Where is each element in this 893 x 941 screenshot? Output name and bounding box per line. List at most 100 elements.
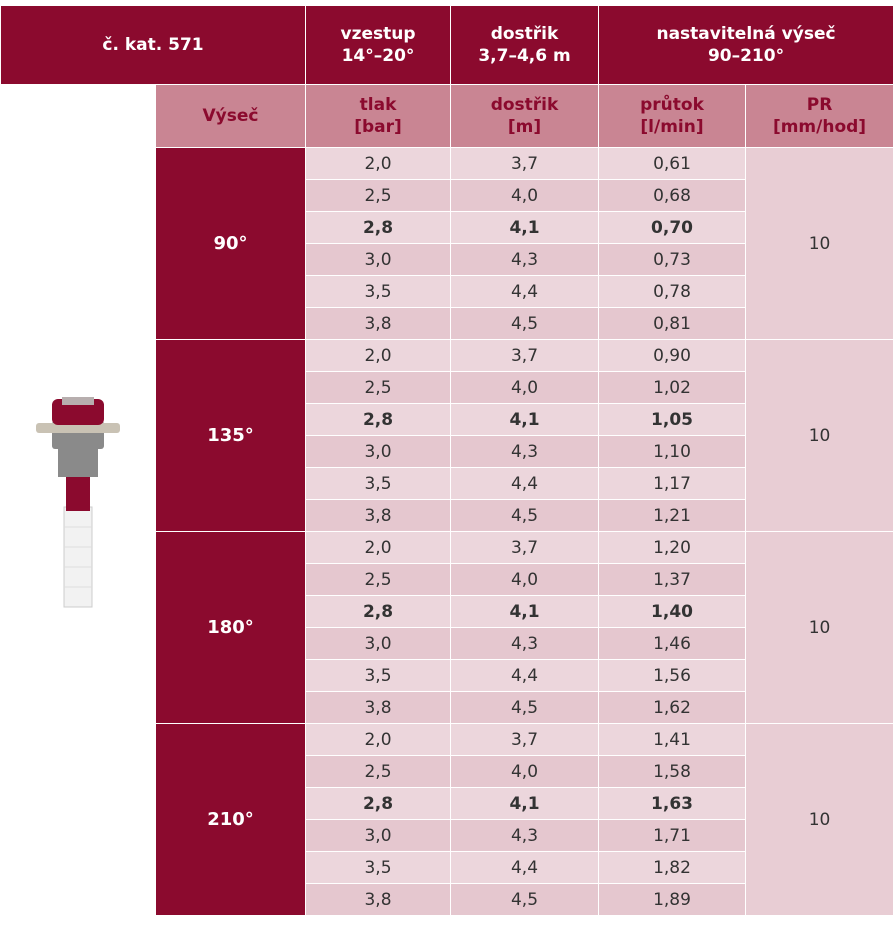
value-cell: 4,3 (451, 244, 599, 276)
subheader-cell: Výseč (156, 85, 306, 148)
value-cell: 3,8 (306, 884, 451, 916)
value-cell: 4,5 (451, 500, 599, 532)
label: dostřik (491, 24, 559, 44)
value-cell: 4,0 (451, 756, 599, 788)
pr: 10 (746, 532, 893, 724)
label: nastavitelná výseč (656, 24, 835, 44)
unit: [mm/hod] (773, 117, 866, 137)
subheader-cell: dostřik[m] (451, 85, 599, 148)
label: dostřik (491, 95, 559, 115)
value-cell: 4,4 (451, 468, 599, 500)
value-cell: 0,81 (599, 308, 746, 340)
unit: [l/min] (640, 117, 703, 137)
value-cell: 0,78 (599, 276, 746, 308)
value-cell: 3,7 (451, 148, 599, 180)
label: tlak (360, 95, 397, 115)
value-cell: 1,10 (599, 436, 746, 468)
value-cell: 3,0 (306, 244, 451, 276)
value-cell: 2,8 (306, 788, 451, 820)
sector: 180° (156, 532, 306, 724)
value-cell: 4,0 (451, 564, 599, 596)
pr: 10 (746, 148, 893, 340)
value-cell: 4,4 (451, 660, 599, 692)
value-cell: 1,37 (599, 564, 746, 596)
value-cell: 3,7 (451, 724, 599, 756)
value-cell: 2,5 (306, 756, 451, 788)
value-cell: 2,8 (306, 404, 451, 436)
value-cell: 0,68 (599, 180, 746, 212)
value-cell: 1,63 (599, 788, 746, 820)
value-cell: 3,8 (306, 500, 451, 532)
value-cell: 1,05 (599, 404, 746, 436)
value-cell: 2,8 (306, 212, 451, 244)
value-cell: 4,3 (451, 820, 599, 852)
catalog: č. kat. 571 (1, 6, 306, 85)
subheader-row: Výsečtlak[bar]dostřik[m]průtok[l/min]PR[… (1, 85, 893, 148)
value-cell: 4,1 (451, 212, 599, 244)
value-cell: 3,0 (306, 628, 451, 660)
value-cell: 0,90 (599, 340, 746, 372)
header-row: č. kat. 571 vzestup14°–20° dostřik3,7–4,… (1, 6, 893, 85)
value-cell: 4,1 (451, 788, 599, 820)
value-cell: 1,02 (599, 372, 746, 404)
pr: 10 (746, 340, 893, 532)
value-cell: 1,17 (599, 468, 746, 500)
value-cell: 4,4 (451, 852, 599, 884)
subheader-cell: PR[mm/hod] (746, 85, 893, 148)
value-cell: 1,82 (599, 852, 746, 884)
value-cell: 1,58 (599, 756, 746, 788)
value-cell: 1,40 (599, 596, 746, 628)
value-cell: 2,0 (306, 532, 451, 564)
label: PR (807, 95, 833, 115)
value-cell: 4,3 (451, 436, 599, 468)
unit: [bar] (354, 117, 402, 137)
value-cell: 3,5 (306, 852, 451, 884)
value-cell: 2,0 (306, 724, 451, 756)
page: č. kat. 571 vzestup14°–20° dostřik3,7–4,… (0, 0, 893, 941)
value-cell: 2,8 (306, 596, 451, 628)
value-cell: 4,1 (451, 404, 599, 436)
value-cell: 1,21 (599, 500, 746, 532)
value-cell: 4,1 (451, 596, 599, 628)
value: 3,7–4,6 m (478, 46, 570, 66)
sector: 135° (156, 340, 306, 532)
value-cell: 4,5 (451, 692, 599, 724)
value-cell: 3,5 (306, 276, 451, 308)
value-cell: 1,41 (599, 724, 746, 756)
value-cell: 1,20 (599, 532, 746, 564)
value-cell: 0,73 (599, 244, 746, 276)
value-cell: 3,8 (306, 692, 451, 724)
value-cell: 4,0 (451, 180, 599, 212)
value-cell: 2,5 (306, 372, 451, 404)
header-cell: vzestup14°–20° (306, 6, 451, 85)
nozzle-image (28, 377, 128, 617)
value-cell: 3,7 (451, 532, 599, 564)
value-cell: 4,0 (451, 372, 599, 404)
value-cell: 3,7 (451, 340, 599, 372)
value-cell: 2,5 (306, 180, 451, 212)
value-cell: 1,89 (599, 884, 746, 916)
value: 14°–20° (342, 46, 415, 66)
value-cell: 0,61 (599, 148, 746, 180)
value-cell: 1,56 (599, 660, 746, 692)
sector: 210° (156, 724, 306, 916)
value-cell: 1,62 (599, 692, 746, 724)
pr: 10 (746, 724, 893, 916)
value-cell: 3,5 (306, 660, 451, 692)
value-cell: 1,46 (599, 628, 746, 660)
value-cell: 2,0 (306, 148, 451, 180)
unit: [m] (508, 117, 541, 137)
subheader-cell: tlak[bar] (306, 85, 451, 148)
value-cell: 3,0 (306, 820, 451, 852)
sector: 90° (156, 148, 306, 340)
value-cell: 4,5 (451, 308, 599, 340)
value-cell: 3,8 (306, 308, 451, 340)
value-cell: 2,0 (306, 340, 451, 372)
value-cell: 4,5 (451, 884, 599, 916)
label: Výseč (203, 106, 259, 126)
value-cell: 2,5 (306, 564, 451, 596)
value-cell: 1,71 (599, 820, 746, 852)
value-cell: 4,4 (451, 276, 599, 308)
